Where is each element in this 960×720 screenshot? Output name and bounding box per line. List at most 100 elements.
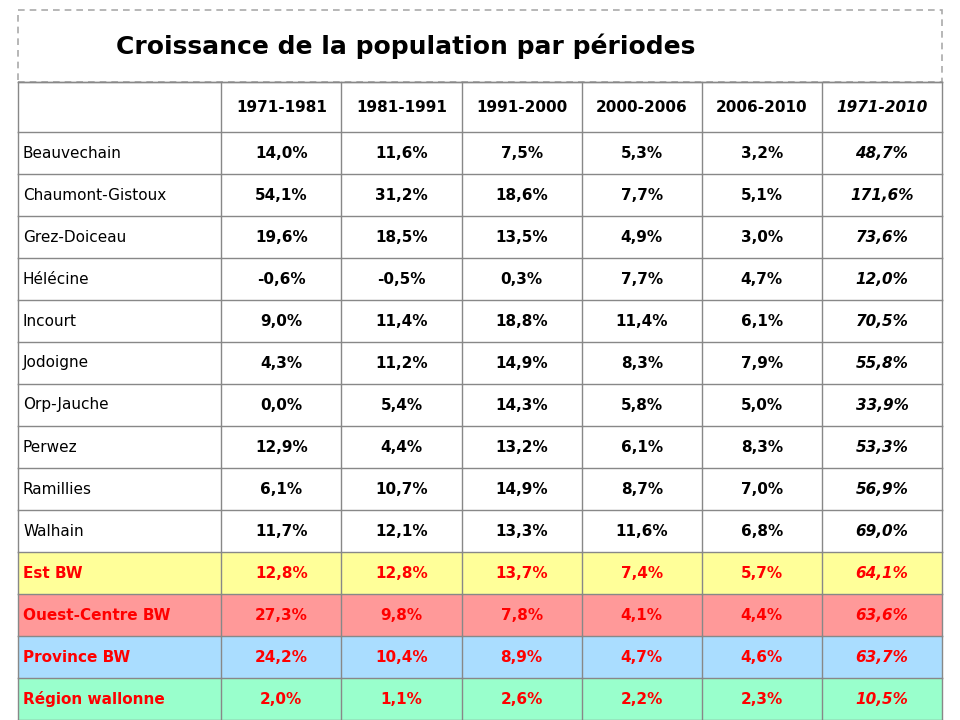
Text: Walhain: Walhain bbox=[23, 523, 84, 539]
Text: Hélécine: Hélécine bbox=[23, 271, 89, 287]
Text: 14,3%: 14,3% bbox=[495, 397, 548, 413]
Text: 5,1%: 5,1% bbox=[741, 187, 782, 202]
Bar bbox=[18, 132, 942, 174]
Text: 6,1%: 6,1% bbox=[620, 439, 662, 454]
Text: Est BW: Est BW bbox=[23, 565, 83, 580]
Text: 11,6%: 11,6% bbox=[375, 145, 428, 161]
Text: 14,9%: 14,9% bbox=[495, 482, 548, 497]
Text: Perwez: Perwez bbox=[23, 439, 78, 454]
Bar bbox=[18, 10, 942, 82]
Text: Grez-Doiceau: Grez-Doiceau bbox=[23, 230, 127, 245]
Text: 6,1%: 6,1% bbox=[741, 313, 783, 328]
Text: 4,7%: 4,7% bbox=[741, 271, 783, 287]
Text: 11,4%: 11,4% bbox=[375, 313, 428, 328]
Text: 54,1%: 54,1% bbox=[255, 187, 307, 202]
Bar bbox=[18, 216, 942, 258]
Text: Ramillies: Ramillies bbox=[23, 482, 92, 497]
Text: 7,8%: 7,8% bbox=[500, 608, 542, 623]
Text: 11,7%: 11,7% bbox=[255, 523, 307, 539]
Text: 4,7%: 4,7% bbox=[620, 649, 662, 665]
Text: 13,7%: 13,7% bbox=[495, 565, 548, 580]
Text: 13,5%: 13,5% bbox=[495, 230, 548, 245]
Text: 69,0%: 69,0% bbox=[855, 523, 908, 539]
Text: 5,0%: 5,0% bbox=[741, 397, 783, 413]
Text: 63,7%: 63,7% bbox=[855, 649, 908, 665]
Text: 6,8%: 6,8% bbox=[741, 523, 783, 539]
Text: 4,9%: 4,9% bbox=[620, 230, 662, 245]
Text: 8,9%: 8,9% bbox=[500, 649, 542, 665]
Text: 11,4%: 11,4% bbox=[615, 313, 668, 328]
Text: 2,0%: 2,0% bbox=[260, 691, 302, 706]
Text: 31,2%: 31,2% bbox=[375, 187, 428, 202]
Text: 0,3%: 0,3% bbox=[500, 271, 542, 287]
Text: 7,4%: 7,4% bbox=[620, 565, 662, 580]
Bar bbox=[18, 82, 942, 132]
Text: 4,1%: 4,1% bbox=[621, 608, 662, 623]
Text: 4,3%: 4,3% bbox=[260, 356, 302, 371]
Text: 5,7%: 5,7% bbox=[741, 565, 783, 580]
Bar bbox=[18, 342, 942, 384]
Text: 3,2%: 3,2% bbox=[741, 145, 783, 161]
Text: 12,1%: 12,1% bbox=[375, 523, 428, 539]
Text: 5,8%: 5,8% bbox=[620, 397, 662, 413]
Text: 56,9%: 56,9% bbox=[855, 482, 908, 497]
Text: 6,1%: 6,1% bbox=[260, 482, 302, 497]
Text: Ouest-Centre BW: Ouest-Centre BW bbox=[23, 608, 171, 623]
Text: 8,7%: 8,7% bbox=[620, 482, 662, 497]
Text: 9,0%: 9,0% bbox=[260, 313, 302, 328]
Text: 3,0%: 3,0% bbox=[741, 230, 783, 245]
Text: 12,8%: 12,8% bbox=[375, 565, 428, 580]
Text: 10,7%: 10,7% bbox=[375, 482, 428, 497]
Bar bbox=[18, 510, 942, 552]
Text: 9,8%: 9,8% bbox=[380, 608, 422, 623]
Text: Province BW: Province BW bbox=[23, 649, 131, 665]
Text: 7,7%: 7,7% bbox=[620, 187, 662, 202]
Text: 48,7%: 48,7% bbox=[855, 145, 908, 161]
Bar bbox=[18, 10, 942, 82]
Bar bbox=[18, 384, 942, 426]
Text: 14,0%: 14,0% bbox=[255, 145, 307, 161]
Text: 0,0%: 0,0% bbox=[260, 397, 302, 413]
Text: 33,9%: 33,9% bbox=[855, 397, 908, 413]
Text: Incourt: Incourt bbox=[23, 313, 77, 328]
Text: 12,8%: 12,8% bbox=[255, 565, 308, 580]
Bar bbox=[18, 678, 942, 720]
Text: 1971-1981: 1971-1981 bbox=[236, 99, 326, 114]
Text: 2,3%: 2,3% bbox=[741, 691, 783, 706]
Text: 12,0%: 12,0% bbox=[855, 271, 908, 287]
Text: 24,2%: 24,2% bbox=[254, 649, 308, 665]
Text: 2000-2006: 2000-2006 bbox=[596, 99, 687, 114]
Text: 4,6%: 4,6% bbox=[741, 649, 783, 665]
Text: 1981-1991: 1981-1991 bbox=[356, 99, 447, 114]
Text: Croissance de la population par périodes: Croissance de la population par périodes bbox=[116, 33, 696, 59]
Text: Beauvechain: Beauvechain bbox=[23, 145, 122, 161]
Text: 171,6%: 171,6% bbox=[851, 187, 914, 202]
Text: 55,8%: 55,8% bbox=[855, 356, 908, 371]
Text: 7,5%: 7,5% bbox=[500, 145, 542, 161]
Text: 18,8%: 18,8% bbox=[495, 313, 548, 328]
Text: 7,0%: 7,0% bbox=[741, 482, 783, 497]
Bar bbox=[18, 258, 942, 300]
Text: 18,5%: 18,5% bbox=[375, 230, 428, 245]
Text: 8,3%: 8,3% bbox=[741, 439, 783, 454]
Text: 14,9%: 14,9% bbox=[495, 356, 548, 371]
Text: 64,1%: 64,1% bbox=[855, 565, 908, 580]
Text: -0,5%: -0,5% bbox=[377, 271, 425, 287]
Text: 13,2%: 13,2% bbox=[495, 439, 548, 454]
Text: 5,3%: 5,3% bbox=[620, 145, 662, 161]
Text: 4,4%: 4,4% bbox=[380, 439, 422, 454]
Text: 11,6%: 11,6% bbox=[615, 523, 668, 539]
Text: 1971-2010: 1971-2010 bbox=[836, 99, 927, 114]
Text: 73,6%: 73,6% bbox=[855, 230, 908, 245]
Text: 70,5%: 70,5% bbox=[855, 313, 908, 328]
Text: -0,6%: -0,6% bbox=[257, 271, 305, 287]
Text: 13,3%: 13,3% bbox=[495, 523, 548, 539]
Bar bbox=[18, 174, 942, 216]
Text: 8,3%: 8,3% bbox=[620, 356, 662, 371]
Text: 12,9%: 12,9% bbox=[255, 439, 308, 454]
Text: 1991-2000: 1991-2000 bbox=[476, 99, 567, 114]
Text: Jodoigne: Jodoigne bbox=[23, 356, 89, 371]
Bar bbox=[18, 594, 942, 636]
Text: Région wallonne: Région wallonne bbox=[23, 691, 165, 707]
Text: Orp-Jauche: Orp-Jauche bbox=[23, 397, 108, 413]
